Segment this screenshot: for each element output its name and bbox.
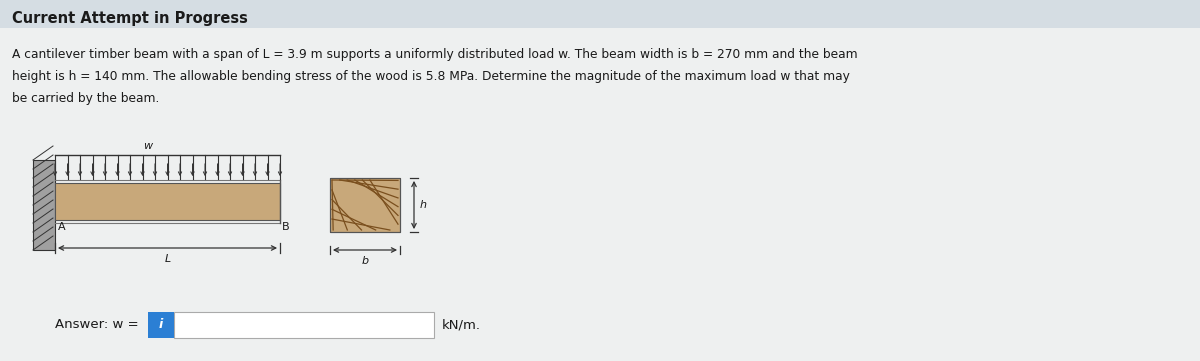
Bar	[0, 0, 1200, 28]
Bar	[148, 312, 174, 338]
Bar	[34, 160, 55, 250]
Bar	[174, 312, 434, 338]
Text: A cantilever timber beam with a span of L = 3.9 m supports a uniformly distribut: A cantilever timber beam with a span of …	[12, 48, 858, 61]
Text: Current Attempt in Progress: Current Attempt in Progress	[12, 12, 248, 26]
Text: Answer: w =: Answer: w =	[55, 318, 139, 331]
Text: L: L	[164, 254, 170, 264]
Bar	[330, 178, 400, 232]
Text: h: h	[420, 200, 427, 210]
Text: b: b	[361, 256, 368, 266]
Text: height is h = 140 mm. The allowable bending stress of the wood is 5.8 MPa. Deter: height is h = 140 mm. The allowable bend…	[12, 70, 850, 83]
Bar	[55, 183, 280, 220]
Text: A: A	[58, 222, 66, 232]
Text: w: w	[143, 141, 152, 151]
Text: B: B	[282, 222, 289, 232]
Text: be carried by the beam.: be carried by the beam.	[12, 92, 160, 105]
Bar	[330, 178, 400, 232]
Text: i: i	[158, 318, 163, 331]
Text: kN/m.: kN/m.	[442, 318, 481, 331]
